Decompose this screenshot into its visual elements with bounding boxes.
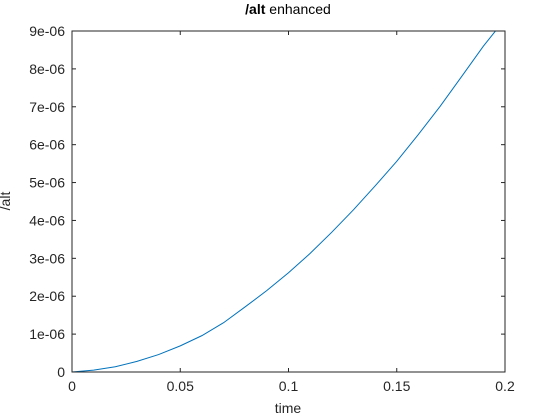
x-axis-label: time <box>275 400 302 416</box>
plot-box <box>71 30 506 373</box>
y-tick-label-3: 3e-06 <box>29 250 65 266</box>
x-tick-label-3: 0.15 <box>383 378 410 394</box>
y-tick-label-6: 6e-06 <box>29 137 65 153</box>
y-tick-label-2: 2e-06 <box>29 288 65 304</box>
y-tick-label-1: 1e-06 <box>29 326 65 342</box>
y-tick-label-0: 0 <box>57 364 65 380</box>
x-tick-label-1: 0.05 <box>167 378 194 394</box>
y-tick-label-9: 9e-06 <box>29 23 65 39</box>
plot-area: 0 0.05 0.1 0.15 0.2 0 1e-06 2e-06 3e-06 4e-06 5e-0… <box>29 23 515 394</box>
y-axis-label: /alt <box>0 192 13 211</box>
y-tick-label-4: 4e-06 <box>29 212 65 228</box>
x-tick-label-0: 0 <box>68 378 76 394</box>
chart-title-bold: /alt <box>245 1 266 17</box>
y-tick-label-8: 8e-06 <box>29 61 65 77</box>
y-tick-label-7: 7e-06 <box>29 99 65 115</box>
chart-title-rest: enhanced <box>265 1 330 17</box>
x-tick-label-4: 0.2 <box>495 378 515 394</box>
series-line-0 <box>72 31 497 372</box>
y-tick-label-5: 5e-06 <box>29 175 65 191</box>
x-tick-label-2: 0.1 <box>279 378 299 394</box>
chart-title: /alt enhanced <box>245 1 331 17</box>
